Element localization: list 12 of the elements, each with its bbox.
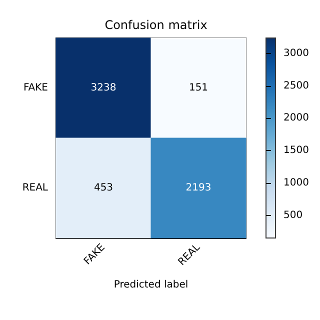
- data-label: 453: [94, 182, 114, 194]
- data-label: 2193: [186, 182, 212, 194]
- data-label: 3238: [90, 82, 116, 94]
- chart-title: Confusion matrix: [104, 18, 208, 32]
- x-axis-title: Predicted label: [114, 280, 188, 290]
- color-bar-label: 3000: [284, 48, 310, 59]
- data-label: 151: [188, 82, 208, 94]
- color-bar-label: 1500: [284, 145, 310, 156]
- color-bar-label: 2500: [284, 80, 310, 92]
- color-bar-label: 500: [284, 210, 303, 221]
- color-bar-label: 2000: [284, 112, 310, 124]
- color-bar-label: 1000: [284, 177, 310, 188]
